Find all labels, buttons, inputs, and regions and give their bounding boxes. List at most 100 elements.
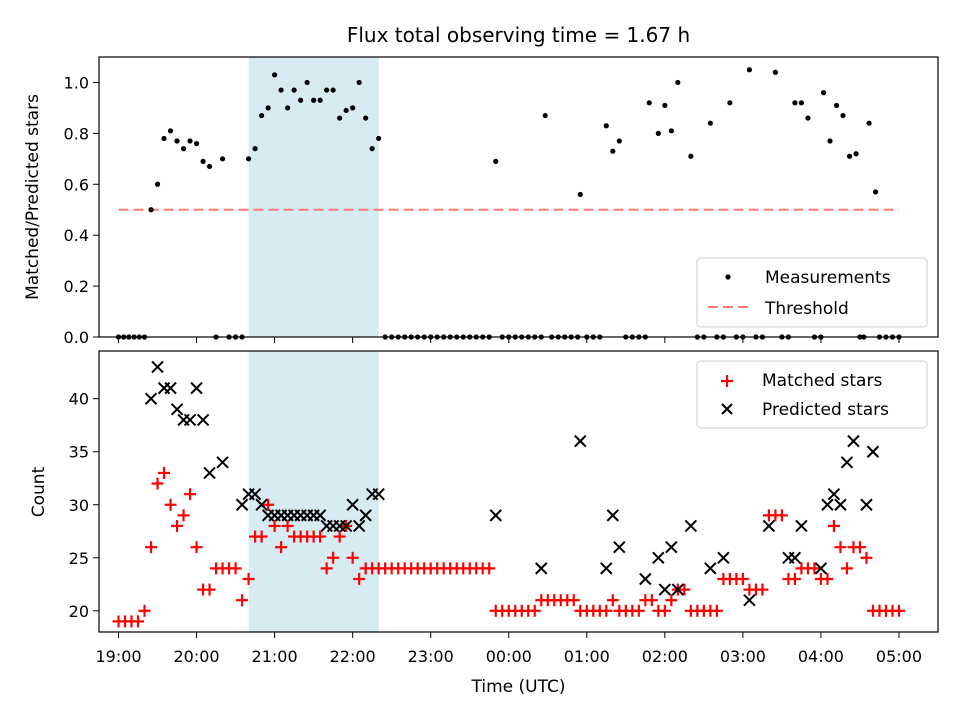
predicted-star-point: [600, 562, 613, 575]
top-shaded-region: [248, 57, 379, 337]
top-legend: Measurements Threshold: [696, 257, 928, 328]
measurement-point: [493, 158, 499, 164]
matched-star-point: [255, 530, 268, 543]
predicted-star-point: [151, 360, 164, 374]
measurement-point: [827, 138, 833, 144]
bottom-y-axis: 20 25 30 35 40: [69, 390, 99, 621]
measurement-point: [174, 138, 180, 144]
predicted-star-point: [827, 487, 841, 501]
measurement-point: [291, 87, 297, 93]
bottom-x-tick-label: 02:00: [642, 647, 688, 666]
matched-star-point: [158, 466, 171, 479]
predicted-star-point: [352, 519, 366, 533]
matched-star-point: [678, 583, 691, 596]
measurement-point: [369, 146, 375, 152]
bottom-x-tick-label: 23:00: [408, 647, 454, 666]
measurement-point: [805, 115, 811, 121]
top-y-tick-label: 0.4: [64, 226, 89, 245]
predicted-star-point: [606, 509, 620, 522]
predicted-star-point: [489, 509, 502, 522]
matched-star-point: [268, 519, 281, 532]
predicted-star-point: [203, 466, 216, 480]
bottom-x-tick-label: 01:00: [564, 647, 610, 666]
top-panel: Flux total observing time = 1.67 h 0.00.…: [23, 23, 939, 347]
predicted-star-point: [216, 456, 229, 469]
predicted-star-point: [639, 572, 652, 586]
matched-star-point: [528, 604, 541, 617]
bottom-legend-box: [696, 360, 928, 429]
bottom-x-tick-label: 00:00: [486, 647, 532, 666]
measurement-point: [350, 105, 356, 111]
predicted-star-point: [860, 498, 873, 511]
matched-star-point: [203, 583, 216, 596]
predicted-star-point: [359, 509, 372, 522]
top-y-tick-label: 0.2: [64, 277, 89, 296]
matched-star-point: [821, 572, 834, 585]
bottom-y-axis-label: Count: [29, 466, 49, 517]
measurement-point: [161, 135, 167, 142]
predicted-star-point: [346, 498, 359, 511]
bottom-y-tick-label: 20: [69, 602, 89, 621]
predicted-star-point: [248, 487, 262, 501]
matched-star-point: [333, 530, 346, 543]
predicted-star-point: [170, 403, 184, 416]
measurement-point: [840, 112, 846, 119]
matched-star-point: [327, 551, 340, 564]
matched-star-point: [788, 572, 801, 585]
measurement-point: [798, 100, 805, 106]
matched-star-point: [242, 572, 255, 585]
measurement-point: [337, 115, 343, 121]
measurement-point: [363, 115, 369, 121]
bottom-x-tick-label: 05:00: [876, 647, 922, 666]
bottom-y-tick-label: 40: [69, 390, 89, 409]
bottom-x-tick-label: 19:00: [95, 647, 141, 666]
predicted-star-point: [743, 593, 756, 607]
legend-matched-marker: [721, 375, 733, 387]
measurement-point: [356, 79, 362, 86]
legend-measurements-label: Measurements: [765, 268, 891, 288]
measurement-point: [646, 100, 652, 106]
measurement-point: [675, 79, 681, 86]
predicted-star-point: [795, 519, 808, 533]
matched-star-point: [632, 604, 645, 617]
top-y-tick-label: 0.6: [64, 175, 89, 194]
top-y-axis: 0.0 0.2 0.4 0.6 0.8 1.0: [64, 73, 99, 347]
predicted-star-point: [164, 381, 177, 395]
predicted-star-point: [658, 583, 672, 596]
matched-star-point: [229, 562, 242, 575]
measurement-point: [846, 153, 853, 159]
predicted-star-point: [196, 413, 210, 427]
top-legend-box: [696, 257, 928, 328]
top-x-ticks: [118, 337, 900, 343]
matched-star-point: [658, 604, 671, 617]
measurement-point: [610, 148, 616, 154]
measurement-point: [853, 151, 859, 157]
matched-star-point: [164, 498, 177, 511]
predicted-star-point: [717, 551, 730, 564]
measurement-point: [180, 146, 187, 152]
matched-star-point: [145, 541, 158, 554]
matched-star-point: [840, 562, 853, 575]
matched-star-point: [756, 583, 769, 596]
legend-predicted-marker: [721, 403, 733, 415]
predicted-star-point: [190, 381, 203, 395]
matched-star-point: [600, 604, 613, 617]
measurement-point: [200, 158, 206, 164]
matched-star-point: [860, 551, 873, 564]
matched-star-point: [138, 604, 151, 617]
measurement-point: [324, 87, 330, 93]
matched-star-point: [665, 594, 678, 607]
predicted-star-point: [684, 519, 698, 533]
measurement-point: [866, 120, 872, 126]
bottom-x-tick-label: 21:00: [252, 647, 298, 666]
measurement-point: [154, 181, 161, 187]
matched-star-point: [892, 604, 905, 617]
measurement-point: [330, 87, 336, 93]
measurement-point: [707, 120, 713, 126]
predicted-star-point: [671, 583, 685, 596]
predicted-star-point: [840, 456, 854, 469]
bottom-x-axis: 19:00 20:00 21:00 22:00 23:00 00:00 01:00 02:00…: [95, 632, 922, 666]
predicted-star-point: [665, 540, 678, 554]
bottom-x-axis-label: Time (UTC): [471, 677, 566, 697]
predicted-star-point: [313, 509, 327, 522]
